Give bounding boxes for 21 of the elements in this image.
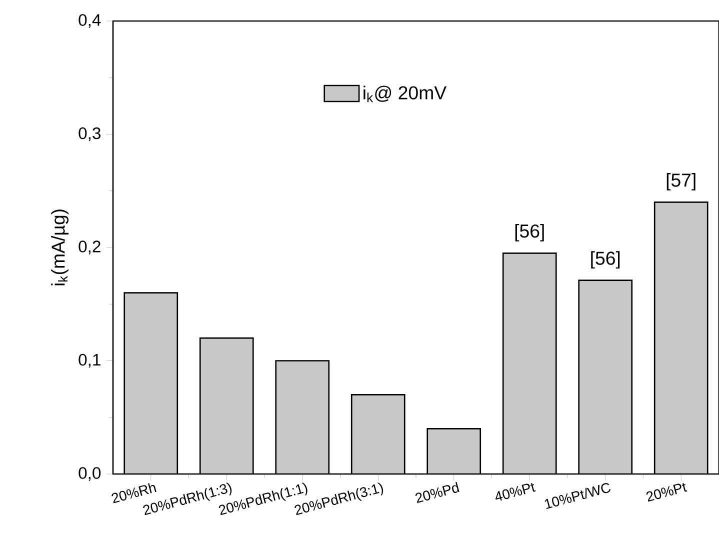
y-tick-label: 0,1 (78, 354, 100, 368)
bar (124, 292, 178, 474)
x-tick-label: 40%Pt (496, 482, 536, 501)
annotation: [56] (515, 224, 544, 242)
legend-label: i$_{k}$@ 20mV (364, 86, 447, 102)
bar (503, 253, 556, 474)
annotation: [56] (591, 251, 620, 269)
bar (200, 338, 254, 474)
annotation: [57] (666, 173, 696, 190)
bar (654, 202, 708, 474)
y-tick-label: 0,0 (78, 467, 101, 481)
y-tick-label: 0,3 (78, 127, 100, 142)
bar (427, 428, 480, 474)
bar (276, 360, 329, 474)
y-axis-title: i$_{k}$(mA/µg) (51, 210, 68, 286)
y-tick-label: 0,4 (78, 14, 101, 28)
bar (578, 280, 632, 474)
y-tick-label: 0,2 (78, 240, 100, 254)
x-tick-label: 20%Pt (646, 482, 688, 502)
x-tick-label: 20%Pd (415, 482, 460, 504)
bar (352, 394, 405, 474)
